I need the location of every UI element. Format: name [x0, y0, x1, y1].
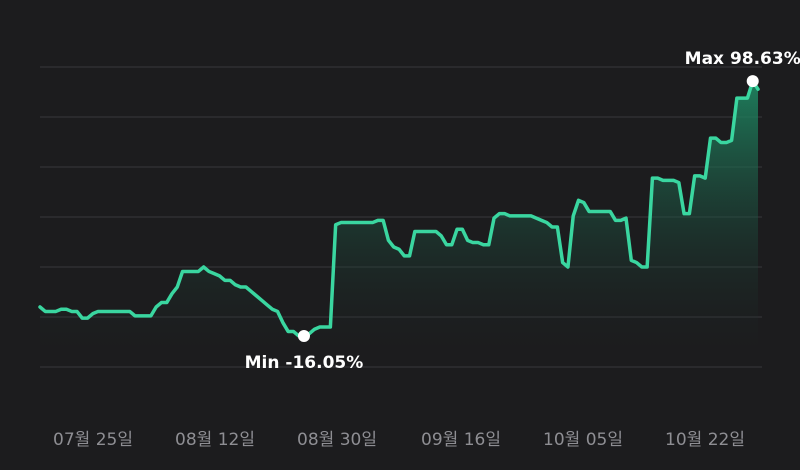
min-point — [297, 330, 310, 342]
series-area — [40, 81, 758, 367]
line-layer — [38, 79, 760, 338]
x-tick-label: 09월 16일 — [421, 430, 501, 450]
series-line — [38, 79, 760, 338]
x-tick-label: 07월 25일 — [53, 430, 133, 450]
max-point — [746, 75, 759, 88]
x-tick-label: 08월 12일 — [175, 430, 255, 450]
x-tick-label: 10월 05일 — [543, 430, 623, 450]
max-label: Max 98.63% — [685, 49, 800, 69]
x-tick-label: 10월 22일 — [665, 430, 745, 450]
area-layer — [40, 81, 758, 367]
x-tick-label: 08월 30일 — [297, 430, 377, 450]
x-axis-ticks: 07월 25일 08월 12일 08월 30일 09월 16일 10월 05일 10월 2… — [53, 430, 745, 450]
marker-layer: Min -16.05% Max 98.63% — [245, 49, 800, 373]
min-label: Min -16.05% — [245, 353, 364, 373]
